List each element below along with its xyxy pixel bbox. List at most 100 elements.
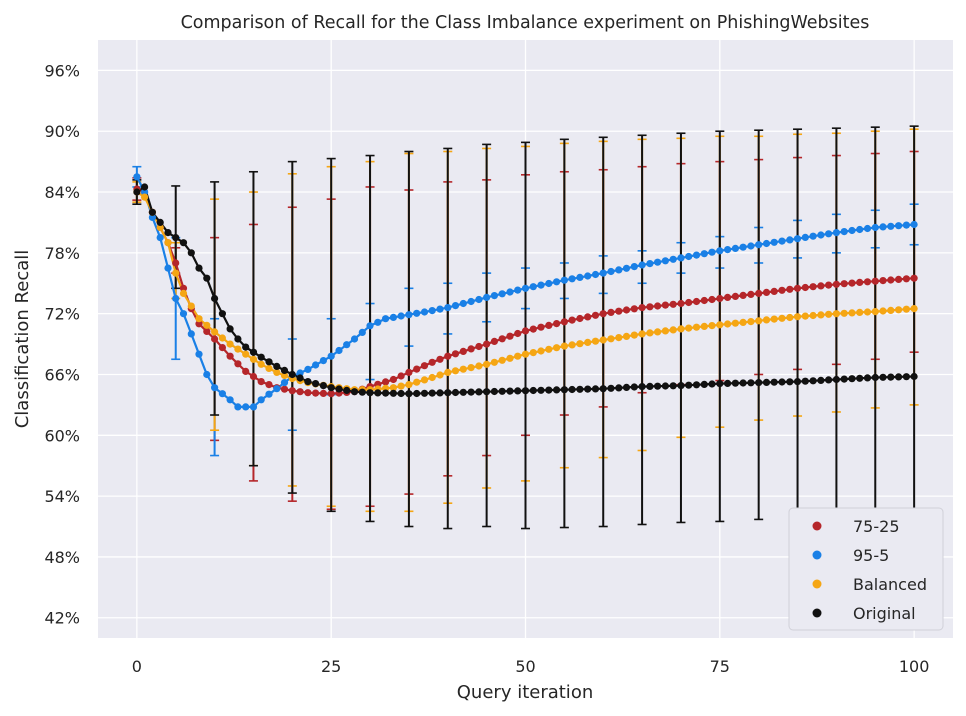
data-point (156, 234, 164, 242)
data-point (304, 389, 312, 397)
data-point (428, 307, 436, 315)
data-point (887, 276, 895, 284)
data-point (280, 366, 289, 374)
x-axis-title: Query iteration (457, 682, 593, 703)
data-point (211, 384, 219, 392)
data-point (218, 310, 226, 318)
data-point (179, 289, 188, 297)
data-point (374, 318, 382, 326)
data-point (591, 337, 600, 345)
data-point (444, 352, 452, 360)
data-point (762, 288, 771, 296)
data-point (848, 279, 856, 287)
data-point (825, 376, 833, 384)
data-point (529, 386, 537, 395)
data-point (871, 308, 879, 316)
data-point (273, 362, 281, 370)
data-point (630, 383, 638, 391)
data-point (778, 286, 786, 294)
data-point (599, 385, 607, 393)
data-point (389, 375, 397, 384)
data-point (490, 358, 498, 366)
data-point (817, 311, 825, 319)
data-point (669, 382, 677, 390)
data-point (793, 284, 802, 292)
data-point (405, 390, 413, 398)
data-point (506, 288, 514, 296)
data-point (661, 327, 670, 335)
data-point (724, 293, 732, 301)
data-point (226, 325, 234, 333)
data-point (622, 306, 631, 314)
data-point (576, 340, 584, 348)
data-point (350, 388, 359, 396)
series-markers (133, 173, 918, 411)
data-point (685, 252, 693, 261)
data-point (164, 239, 172, 247)
data-point (762, 378, 771, 386)
data-point (257, 360, 265, 368)
data-point (887, 373, 895, 381)
data-point (141, 183, 149, 191)
data-point (514, 286, 522, 294)
data-point (413, 365, 421, 373)
data-point (856, 225, 864, 234)
data-point (856, 278, 864, 286)
data-point (187, 302, 195, 310)
data-point (832, 280, 841, 288)
data-point (389, 389, 397, 397)
data-point (288, 387, 296, 395)
data-point (203, 370, 211, 379)
data-point (576, 314, 584, 323)
legend-label: Original (853, 604, 916, 623)
data-point (521, 350, 530, 358)
data-point (545, 321, 553, 329)
data-point (436, 389, 444, 397)
data-point (832, 229, 841, 237)
data-point (366, 322, 374, 330)
data-point (568, 385, 576, 394)
data-point (545, 345, 553, 353)
data-point (312, 389, 320, 397)
data-point (475, 362, 483, 370)
data-point (553, 344, 561, 352)
data-point (731, 244, 740, 252)
data-point (739, 318, 747, 326)
data-point (451, 388, 460, 397)
data-point (646, 260, 654, 268)
data-point (786, 313, 794, 322)
data-point (498, 335, 506, 343)
data-point (801, 233, 809, 241)
data-point (879, 223, 887, 231)
data-point (871, 373, 879, 382)
data-point (545, 386, 553, 394)
data-point (218, 334, 226, 342)
data-point (358, 388, 366, 396)
data-point (459, 299, 467, 308)
data-point (747, 379, 755, 387)
data-point (537, 323, 545, 331)
data-point (249, 372, 258, 381)
data-point (203, 327, 211, 335)
data-point (832, 310, 841, 318)
y-tick-label: 78% (44, 244, 80, 263)
data-point (630, 263, 638, 271)
data-point (786, 285, 794, 293)
data-point (413, 389, 421, 398)
data-point (661, 301, 670, 309)
data-point (863, 278, 872, 286)
data-point (848, 375, 856, 383)
data-point (661, 382, 670, 390)
data-point (265, 390, 273, 398)
data-point (195, 264, 203, 272)
data-point (646, 329, 654, 337)
data-point (755, 241, 763, 249)
data-point (840, 280, 848, 288)
data-point (801, 312, 809, 320)
data-point (607, 384, 615, 392)
data-point (242, 343, 250, 351)
data-point (724, 246, 732, 254)
data-point (498, 290, 506, 298)
data-point (529, 325, 537, 333)
data-point (646, 303, 654, 311)
